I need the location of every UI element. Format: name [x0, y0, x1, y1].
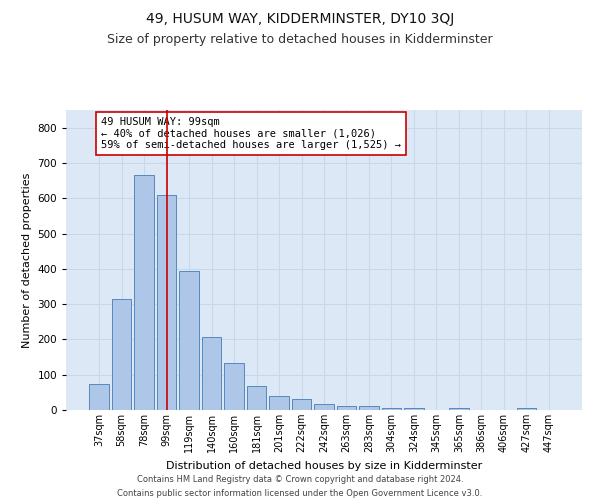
Bar: [112, 299, 131, 410]
Bar: [247, 386, 266, 410]
Bar: [359, 406, 379, 410]
Bar: [157, 194, 176, 410]
Bar: [179, 270, 199, 410]
Bar: [449, 408, 469, 410]
Bar: [382, 408, 401, 410]
Text: Size of property relative to detached houses in Kidderminster: Size of property relative to detached ho…: [107, 32, 493, 46]
Bar: [134, 176, 154, 410]
Bar: [404, 408, 424, 410]
Y-axis label: Number of detached properties: Number of detached properties: [22, 172, 32, 348]
Bar: [314, 404, 334, 410]
Bar: [202, 337, 221, 410]
Bar: [269, 396, 289, 410]
Bar: [517, 408, 536, 410]
Bar: [224, 363, 244, 410]
Text: 49, HUSUM WAY, KIDDERMINSTER, DY10 3QJ: 49, HUSUM WAY, KIDDERMINSTER, DY10 3QJ: [146, 12, 454, 26]
Bar: [89, 384, 109, 410]
X-axis label: Distribution of detached houses by size in Kidderminster: Distribution of detached houses by size …: [166, 460, 482, 470]
Bar: [292, 398, 311, 410]
Bar: [337, 406, 356, 410]
Text: Contains HM Land Registry data © Crown copyright and database right 2024.
Contai: Contains HM Land Registry data © Crown c…: [118, 476, 482, 498]
Text: 49 HUSUM WAY: 99sqm
← 40% of detached houses are smaller (1,026)
59% of semi-det: 49 HUSUM WAY: 99sqm ← 40% of detached ho…: [101, 117, 401, 150]
